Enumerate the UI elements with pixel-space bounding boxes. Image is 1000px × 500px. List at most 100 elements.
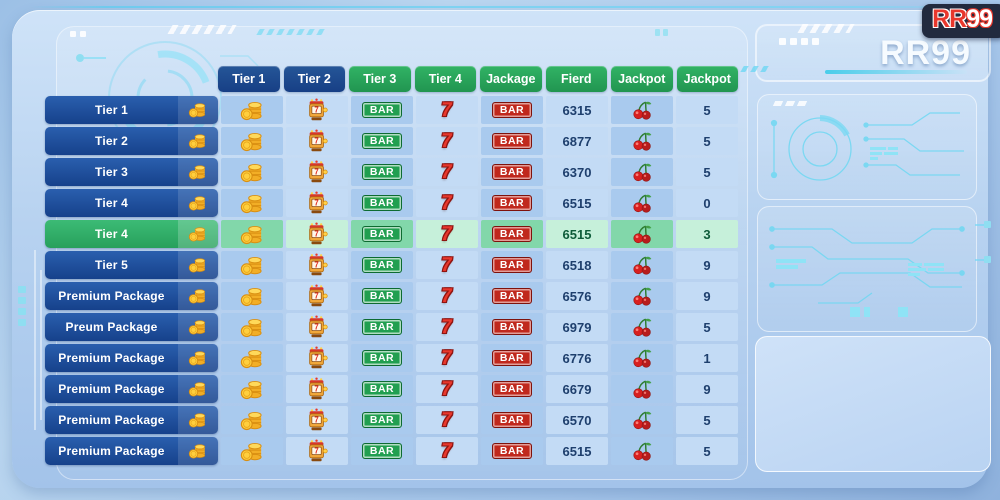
cell-value: 6315 — [546, 96, 608, 124]
row-label-pill[interactable]: Tier 1 — [45, 96, 218, 124]
bar-green-badge: BAR — [361, 194, 403, 212]
cell-cherries — [611, 158, 673, 186]
row-value: 6315 — [562, 102, 592, 118]
dash-decoration — [740, 66, 770, 72]
tab-label: Tier 1 — [232, 72, 266, 86]
cell-count: 9 — [676, 282, 738, 310]
cell-bar-red: BAR — [481, 282, 543, 310]
cell-cherries — [611, 96, 673, 124]
cell-value: 6515 — [546, 220, 608, 248]
header-tab-1[interactable]: Tier 2 — [283, 66, 345, 92]
row-label-pill[interactable]: Premium Package — [45, 437, 218, 465]
cell-count: 5 — [676, 437, 738, 465]
row-label: Premium Package — [58, 351, 165, 365]
table-row[interactable]: Tier 1 BAR 7 BAR 6315 5 — [45, 96, 738, 124]
row-label-pill[interactable]: Tier 2 — [45, 127, 218, 155]
coin-stack-icon — [240, 285, 265, 308]
row-label-pill[interactable]: Premium Package — [45, 282, 218, 310]
cell-coins — [221, 375, 283, 403]
cherries-icon — [631, 347, 653, 369]
coin-stack-icon — [240, 223, 265, 246]
cell-count: 1 — [676, 344, 738, 372]
cell-value: 6518 — [546, 251, 608, 279]
coin-stack-icon — [178, 344, 218, 372]
cell-slot-machine — [286, 437, 348, 465]
header-tab-3[interactable]: Tier 4 — [414, 66, 476, 92]
row-label: Premium Package — [58, 444, 165, 458]
red-seven-icon: 7 — [439, 347, 455, 369]
row-label-pill[interactable]: Tier 4 — [45, 189, 218, 217]
coin-stack-icon — [240, 161, 265, 184]
header-tab-0[interactable]: Tier 1 — [218, 66, 280, 92]
row-label-pill[interactable]: Premium Package — [45, 375, 218, 403]
row-label: Tier 4 — [95, 196, 128, 210]
row-count: 5 — [703, 319, 711, 335]
row-label: Tier 1 — [95, 103, 128, 117]
bar-red-badge: BAR — [491, 442, 533, 460]
square-decoration — [663, 29, 668, 36]
bar-green-badge: BAR — [361, 442, 403, 460]
cell-bar-red: BAR — [481, 406, 543, 434]
table-row[interactable]: Tier 2 BAR 7 BAR 6877 5 — [45, 127, 738, 155]
row-count: 5 — [703, 164, 711, 180]
table-row[interactable]: Tier 4 BAR 7 BAR 6515 3 — [45, 220, 738, 248]
cell-count: 3 — [676, 220, 738, 248]
cell-seven: 7 — [416, 189, 478, 217]
table-row[interactable]: Tier 3 BAR 7 BAR 6370 5 — [45, 158, 738, 186]
row-label: Tier 3 — [95, 165, 128, 179]
cell-value: 6576 — [546, 282, 608, 310]
row-label-pill[interactable]: Tier 5 — [45, 251, 218, 279]
table-row[interactable]: Premium Package BAR 7 BAR 6576 9 — [45, 282, 738, 310]
table-row[interactable]: Tier 4 BAR 7 BAR 6515 0 — [45, 189, 738, 217]
bar-red-badge: BAR — [491, 318, 533, 336]
cell-bar-red: BAR — [481, 127, 543, 155]
table-row[interactable]: Premium Package BAR 7 BAR 6776 1 — [45, 344, 738, 372]
cell-cherries — [611, 313, 673, 341]
badge-rr-text: RR — [932, 5, 967, 33]
cell-coins — [221, 220, 283, 248]
logo-progress-bar — [825, 70, 967, 74]
header-tab-6[interactable]: Jackpot — [611, 66, 673, 92]
cell-coins — [221, 406, 283, 434]
table-row[interactable]: Premium Package BAR 7 BAR 6679 9 — [45, 375, 738, 403]
header-tab-5[interactable]: Fierd — [545, 66, 607, 92]
coin-stack-icon — [178, 189, 218, 217]
red-seven-icon: 7 — [439, 378, 455, 400]
cell-bar-red: BAR — [481, 375, 543, 403]
row-label-pill[interactable]: Tier 4 — [45, 220, 218, 248]
row-count: 9 — [703, 257, 711, 273]
header-tab-7[interactable]: Jackpot — [676, 66, 738, 92]
header-tab-4[interactable]: Jackage — [480, 66, 542, 92]
red-seven-icon: 7 — [439, 440, 455, 462]
cell-bar-green: BAR — [351, 251, 413, 279]
circuit-panel-bottom — [757, 206, 977, 332]
cell-count: 5 — [676, 96, 738, 124]
square-decoration — [790, 38, 797, 45]
red-seven-icon: 7 — [439, 161, 455, 183]
cell-bar-red: BAR — [481, 313, 543, 341]
slot-machine-icon — [306, 408, 328, 432]
cell-bar-red: BAR — [481, 96, 543, 124]
cell-seven: 7 — [416, 437, 478, 465]
row-count: 5 — [703, 412, 711, 428]
table-row[interactable]: Premium Package BAR 7 BAR 6570 5 — [45, 406, 738, 434]
row-count: 3 — [703, 226, 711, 242]
row-label-pill[interactable]: Premium Package — [45, 344, 218, 372]
cell-cherries — [611, 220, 673, 248]
red-seven-icon: 7 — [439, 223, 455, 245]
coin-stack-icon — [240, 440, 265, 463]
table-row[interactable]: Preum Package BAR 7 BAR 6979 5 — [45, 313, 738, 341]
square-decoration — [80, 31, 86, 37]
row-label-pill[interactable]: Premium Package — [45, 406, 218, 434]
row-label-pill[interactable]: Tier 3 — [45, 158, 218, 186]
cell-value: 6370 — [546, 158, 608, 186]
square-decoration — [779, 38, 786, 45]
cell-seven: 7 — [416, 158, 478, 186]
table-row[interactable]: Tier 5 BAR 7 BAR 6518 9 — [45, 251, 738, 279]
empty-info-panel — [755, 336, 991, 472]
table-row[interactable]: Premium Package BAR 7 BAR 6515 5 — [45, 437, 738, 465]
bar-green-badge: BAR — [361, 101, 403, 119]
header-tab-2[interactable]: Tier 3 — [349, 66, 411, 92]
row-label-pill[interactable]: Preum Package — [45, 313, 218, 341]
coin-stack-icon — [240, 99, 265, 122]
